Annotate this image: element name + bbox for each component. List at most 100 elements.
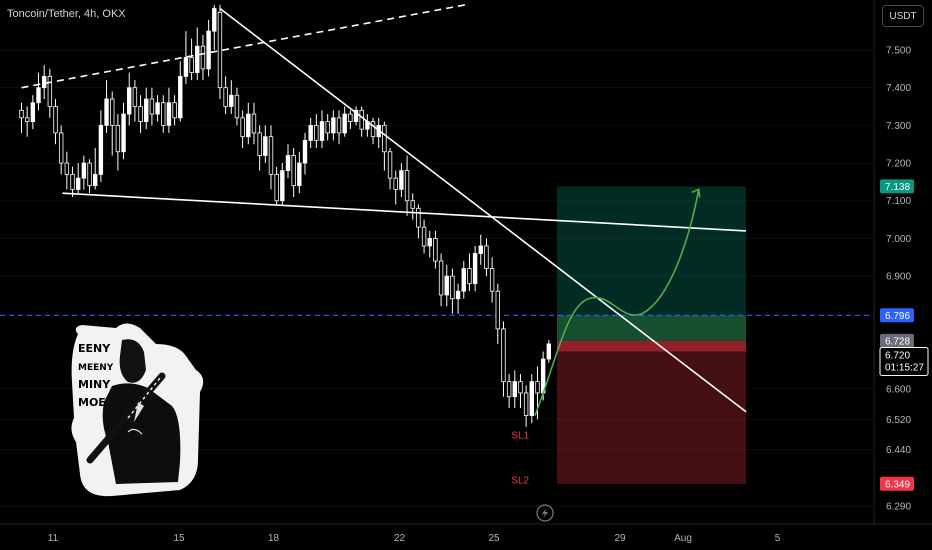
candle-body xyxy=(30,102,36,123)
candle-body xyxy=(353,109,359,123)
price-axis-labels: 7.500 7.400 7.300 7.200 7.100 7.000 6.900 6.600… xyxy=(886,46,911,513)
candle-body xyxy=(416,207,421,228)
candle xyxy=(297,151,302,194)
candle xyxy=(478,234,483,265)
loss-zone[interactable] xyxy=(557,340,746,484)
time-axis-labels[interactable]: 11 15 18 22 25 29 Aug 5 xyxy=(48,533,781,544)
price-axis[interactable] xyxy=(874,0,932,524)
trend-line[interactable] xyxy=(62,192,747,232)
candle xyxy=(58,125,64,175)
candle xyxy=(229,80,234,115)
candle xyxy=(501,321,506,397)
countdown-label: 01:15:27 xyxy=(885,362,924,373)
candle xyxy=(410,193,415,220)
price-tag-box xyxy=(880,308,914,323)
candle-body xyxy=(268,136,274,175)
candle-body xyxy=(212,8,217,32)
dashed-trend-line[interactable] xyxy=(21,3,466,89)
drawing-lines[interactable] xyxy=(21,3,747,413)
candle xyxy=(87,159,92,194)
candle-body xyxy=(489,268,495,292)
candle-body xyxy=(206,30,211,70)
price-tag: 7.138 xyxy=(880,179,914,194)
projection-path[interactable] xyxy=(534,189,700,416)
price-tick-label: 6.520 xyxy=(886,415,911,426)
candle-body xyxy=(195,45,200,74)
candle xyxy=(257,125,262,171)
time-tick-label[interactable]: 25 xyxy=(488,533,500,544)
candle-body xyxy=(331,117,336,134)
candle-body xyxy=(189,57,194,74)
time-tick-label[interactable]: 5 xyxy=(775,533,781,544)
candle xyxy=(280,163,285,205)
candle-body xyxy=(172,102,177,119)
filled-loss-zone xyxy=(557,340,746,352)
time-tick-label[interactable]: 11 xyxy=(48,533,59,544)
candle-body xyxy=(421,226,427,247)
price-tick-label: 6.600 xyxy=(886,385,911,396)
candle-body xyxy=(166,102,172,126)
candles xyxy=(19,4,552,427)
lightning-icon[interactable] xyxy=(536,504,554,522)
candle-body xyxy=(319,121,325,141)
candle xyxy=(336,110,342,145)
candle-body xyxy=(138,106,143,123)
price-tag-label: 6.728 xyxy=(885,336,910,347)
time-tick-label[interactable]: 29 xyxy=(614,533,626,544)
long-position-tool[interactable] xyxy=(0,186,874,484)
candle xyxy=(115,114,121,171)
candle xyxy=(217,4,223,99)
time-tick-label[interactable]: 18 xyxy=(268,533,280,544)
candle-body xyxy=(404,170,410,202)
candle xyxy=(308,117,313,148)
stop-loss-labels: SL1 SL2 xyxy=(511,430,529,486)
candle-body xyxy=(484,245,489,269)
candle-body xyxy=(280,170,285,202)
candle xyxy=(427,230,432,258)
candle xyxy=(223,76,228,115)
time-tick-label[interactable]: Aug xyxy=(674,533,692,544)
candle-body xyxy=(302,140,308,164)
candle-body xyxy=(229,94,234,107)
price-tick-label: 7.000 xyxy=(886,234,911,245)
candle-body xyxy=(263,136,268,156)
candle-body xyxy=(467,268,472,285)
candle-body xyxy=(240,117,245,138)
candle xyxy=(342,106,347,137)
currency-button[interactable]: USDT xyxy=(882,5,924,27)
candle-body xyxy=(535,381,540,394)
candle xyxy=(495,283,500,344)
candle xyxy=(393,170,398,205)
candle-body xyxy=(87,162,92,187)
projection-arrow[interactable] xyxy=(534,188,701,416)
candle-body xyxy=(70,173,75,190)
candle-body xyxy=(183,57,189,77)
price-tag-box xyxy=(880,333,914,348)
candle-body xyxy=(200,45,206,70)
candle-body xyxy=(450,275,455,300)
candle xyxy=(268,125,274,190)
candle xyxy=(161,95,166,133)
candle-body xyxy=(274,173,279,202)
candle-body xyxy=(529,381,534,416)
candle xyxy=(24,106,30,137)
symbol-title[interactable]: Toncoin/Tether, 4h, OKX xyxy=(7,8,126,20)
candle xyxy=(200,34,206,81)
price-tag-label: 6.349 xyxy=(885,479,910,490)
candle-body xyxy=(36,87,41,104)
candle-body xyxy=(19,109,24,119)
candle xyxy=(399,163,404,197)
candle-body xyxy=(336,117,342,134)
candle-body xyxy=(110,98,115,126)
candle xyxy=(353,106,359,126)
candle xyxy=(110,91,115,156)
time-tick-label[interactable]: 15 xyxy=(173,533,185,544)
candle xyxy=(212,4,217,50)
sticker-line-3: MINY xyxy=(78,378,111,391)
candle-body xyxy=(257,132,262,156)
time-tick-label[interactable]: 22 xyxy=(394,533,406,544)
trend-line[interactable] xyxy=(219,7,747,413)
candle-body xyxy=(121,113,126,153)
candle-body xyxy=(308,124,313,141)
